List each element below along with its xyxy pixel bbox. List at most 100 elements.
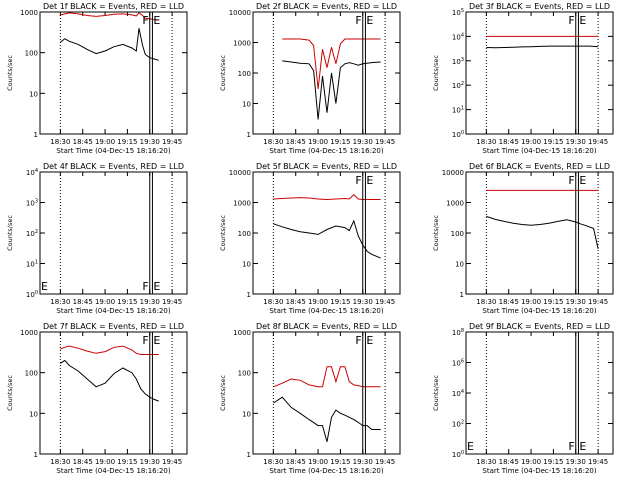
x-tick-label: 19:45	[375, 298, 395, 306]
panel-det-7: Det 7f BLACK = Events, RED = LLD 1 10 100 10…	[6, 322, 188, 475]
x-tick-label: 18:30	[476, 138, 496, 146]
x-tick-label: 19:15	[330, 458, 350, 466]
panel-title: Det 7f BLACK = Events, RED = LLD	[43, 322, 184, 331]
marker-label-e: E	[153, 14, 160, 27]
y-tick-label: 10	[242, 261, 251, 269]
y-tick-label: 1	[34, 451, 38, 459]
x-tick-label: 18:45	[286, 298, 306, 306]
y-tick-label: 103	[452, 57, 464, 66]
x-tick-label: 19:15	[117, 138, 137, 146]
y-tick-label: 10	[29, 90, 38, 98]
x-tick-label: 18:45	[286, 138, 306, 146]
x-axis-label: Start Time (04-Dec-15 18:16:20)	[269, 307, 383, 315]
panel-det-5: Det 5f BLACK = Events, RED = LLD 1 10 100 10…	[219, 162, 401, 315]
x-tick-label: 19:00	[521, 458, 541, 466]
y-axis-label: Counts/sec	[432, 215, 440, 251]
plot-frame	[39, 11, 188, 135]
y-tick-label: 1	[247, 131, 251, 139]
series-line-events	[486, 215, 599, 250]
marker-label-f: F	[568, 14, 574, 27]
y-tick-label: 1000	[233, 200, 251, 208]
marker-label-f: F	[142, 334, 148, 347]
panel-det-9: Det 9f BLACK = Events, RED = LLD 100 102 10…	[432, 322, 614, 475]
x-tick-label: 18:30	[476, 298, 496, 306]
y-tick-label: 1	[34, 131, 38, 139]
x-tick-label: 19:30	[353, 138, 373, 146]
y-tick-label: 100	[238, 230, 251, 238]
plot-frame	[465, 331, 614, 455]
x-tick-label: 19:45	[375, 458, 395, 466]
marker-label-e: E	[579, 14, 586, 27]
y-tick-label: 10	[29, 410, 38, 418]
x-tick-label: 18:45	[73, 458, 93, 466]
plot-frame	[252, 11, 401, 135]
x-tick-label: 19:30	[140, 458, 160, 466]
x-tick-label: 19:30	[566, 138, 586, 146]
x-axis-label: Start Time (04-Dec-15 18:16:20)	[56, 147, 170, 155]
y-tick-label: 100	[452, 450, 464, 459]
y-tick-label: 10	[455, 261, 464, 269]
series-line-events	[486, 45, 599, 49]
panel-det-1: Det 1f BLACK = Events, RED = LLD 1 10 100 10…	[6, 2, 188, 155]
x-tick-label: 19:15	[330, 298, 350, 306]
x-tick-label: 19:45	[588, 298, 608, 306]
y-tick-label: 100	[25, 50, 38, 58]
marker-label-f: F	[568, 440, 574, 453]
x-axis-label: Start Time (04-Dec-15 18:16:20)	[269, 467, 383, 475]
y-tick-label: 100	[26, 290, 38, 299]
marker-label-e: E	[579, 440, 586, 453]
y-tick-label: 1000	[233, 329, 251, 337]
marker-label-f: F	[355, 334, 361, 347]
y-tick-label: 100	[238, 370, 251, 378]
x-tick-label: 19:45	[588, 458, 608, 466]
y-tick-label: 102	[452, 81, 464, 90]
marker-label-f: F	[355, 174, 361, 187]
x-tick-label: 19:00	[95, 458, 115, 466]
y-tick-label: 104	[452, 32, 464, 41]
y-axis-label: Counts/sec	[219, 55, 227, 91]
x-tick-label: 19:45	[162, 298, 182, 306]
x-axis-label: Start Time (04-Dec-15 18:16:20)	[482, 147, 596, 155]
x-tick-label: 19:00	[308, 138, 328, 146]
y-tick-label: 100	[451, 230, 464, 238]
marker-label-e: E	[366, 174, 373, 187]
panel-det-2: Det 2f BLACK = Events, RED = LLD 1 10 100 10…	[219, 2, 401, 155]
y-axis-label: Counts/sec	[219, 215, 227, 251]
x-tick-label: 18:30	[50, 298, 70, 306]
series-line-events	[60, 359, 159, 402]
series-line-lld	[60, 345, 159, 355]
x-tick-label: 18:30	[50, 138, 70, 146]
x-tick-label: 18:45	[499, 298, 519, 306]
marker-label-e: E	[153, 280, 160, 293]
x-tick-label: 19:00	[521, 298, 541, 306]
x-axis-label: Start Time (04-Dec-15 18:16:20)	[269, 147, 383, 155]
y-tick-label: 10000	[229, 169, 251, 177]
panel-title: Det 1f BLACK = Events, RED = LLD	[43, 2, 184, 11]
x-tick-label: 19:45	[162, 458, 182, 466]
x-axis-label: Start Time (04-Dec-15 18:16:20)	[56, 307, 170, 315]
x-tick-label: 18:30	[263, 298, 283, 306]
marker-label-e: E	[579, 174, 586, 187]
x-tick-label: 19:00	[95, 138, 115, 146]
x-tick-label: 19:15	[543, 298, 563, 306]
x-tick-label: 19:45	[375, 138, 395, 146]
y-tick-label: 100	[238, 70, 251, 78]
y-tick-label: 1000	[233, 40, 251, 48]
panel-det-4: Det 4f BLACK = Events, RED = LLD 100 101 10…	[6, 162, 188, 315]
y-tick-label: 104	[452, 389, 464, 398]
x-tick-label: 19:15	[117, 298, 137, 306]
marker-label-e-left: E	[41, 280, 48, 293]
y-axis-label: Counts/sec	[432, 55, 440, 91]
series-line-events	[60, 28, 159, 61]
y-tick-label: 10	[242, 410, 251, 418]
x-tick-label: 18:30	[476, 458, 496, 466]
plot-frame	[39, 171, 188, 295]
plot-frame	[39, 331, 188, 455]
marker-label-e-left: E	[467, 440, 474, 453]
y-tick-label: 101	[26, 260, 38, 269]
x-tick-label: 19:30	[566, 298, 586, 306]
x-tick-label: 19:45	[588, 138, 608, 146]
panel-title: Det 3f BLACK = Events, RED = LLD	[469, 2, 610, 11]
panel-det-8: Det 8f BLACK = Events, RED = LLD 1 10 100 10…	[219, 322, 401, 475]
